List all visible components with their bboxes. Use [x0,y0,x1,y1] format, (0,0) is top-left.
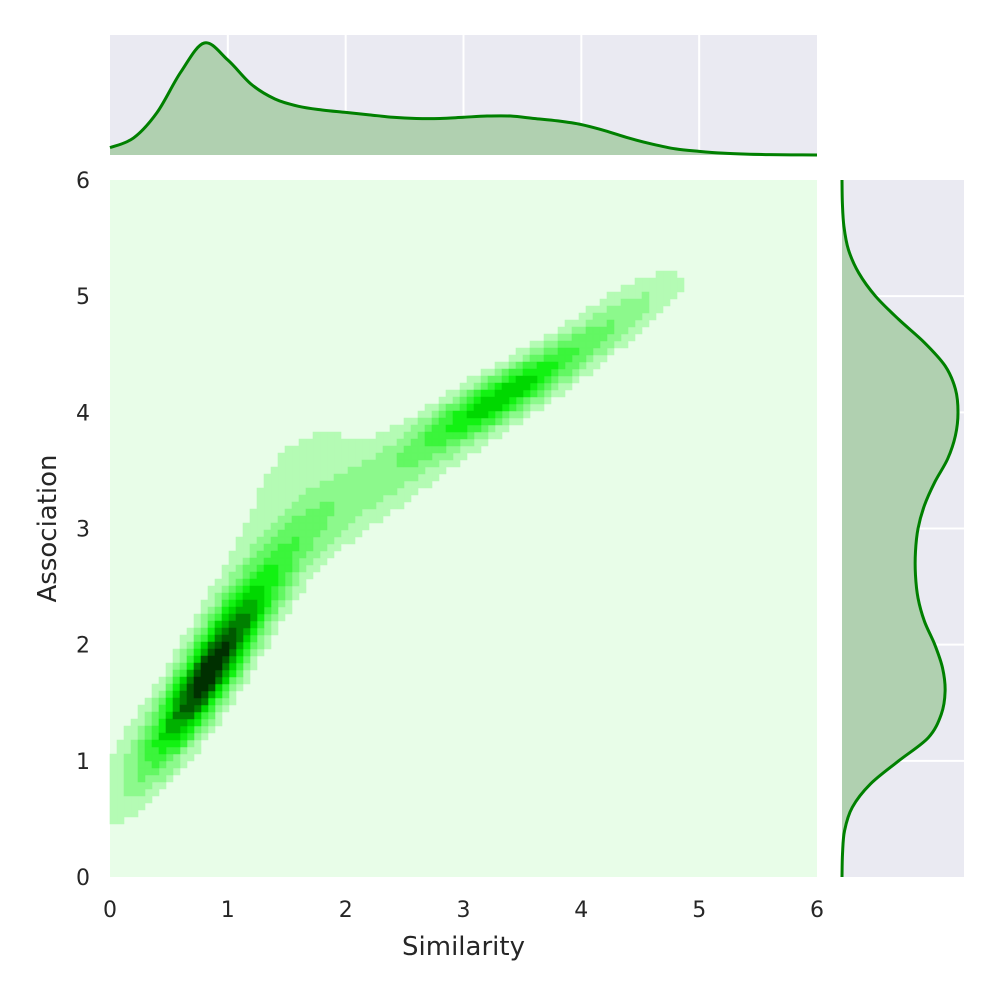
top-marginal-density-line [109,41,818,157]
y-tick-label: 5 [76,285,90,310]
y-axis-label: Association [33,454,63,602]
x-tick-labels: 0 1 2 3 4 5 6 [103,898,824,923]
y-tick-label: 2 [76,634,90,659]
y-tick-label: 6 [76,169,90,194]
x-tick-label: 3 [457,898,471,923]
y-tick-label: 1 [76,750,90,775]
joint-plot-background [110,180,817,877]
x-tick-label: 5 [692,898,706,923]
y-tick-label: 3 [76,518,90,543]
x-tick-label: 4 [574,898,588,923]
x-tick-label: 1 [221,898,235,923]
x-tick-label: 6 [810,898,824,923]
right-marginal-density-fill [842,180,958,877]
top-marginal-density-fill [110,42,817,155]
x-axis-label: Similarity [402,932,525,962]
joint-kde-contours [109,270,685,825]
x-tick-label: 0 [103,898,117,923]
kde-contour-level-10 [193,641,230,699]
y-tick-label: 4 [76,401,90,426]
y-tick-labels: 0 1 2 3 4 5 6 [76,169,90,891]
y-tick-label: 0 [76,866,90,891]
x-tick-label: 2 [339,898,353,923]
right-marginal-density-line [840,179,960,878]
